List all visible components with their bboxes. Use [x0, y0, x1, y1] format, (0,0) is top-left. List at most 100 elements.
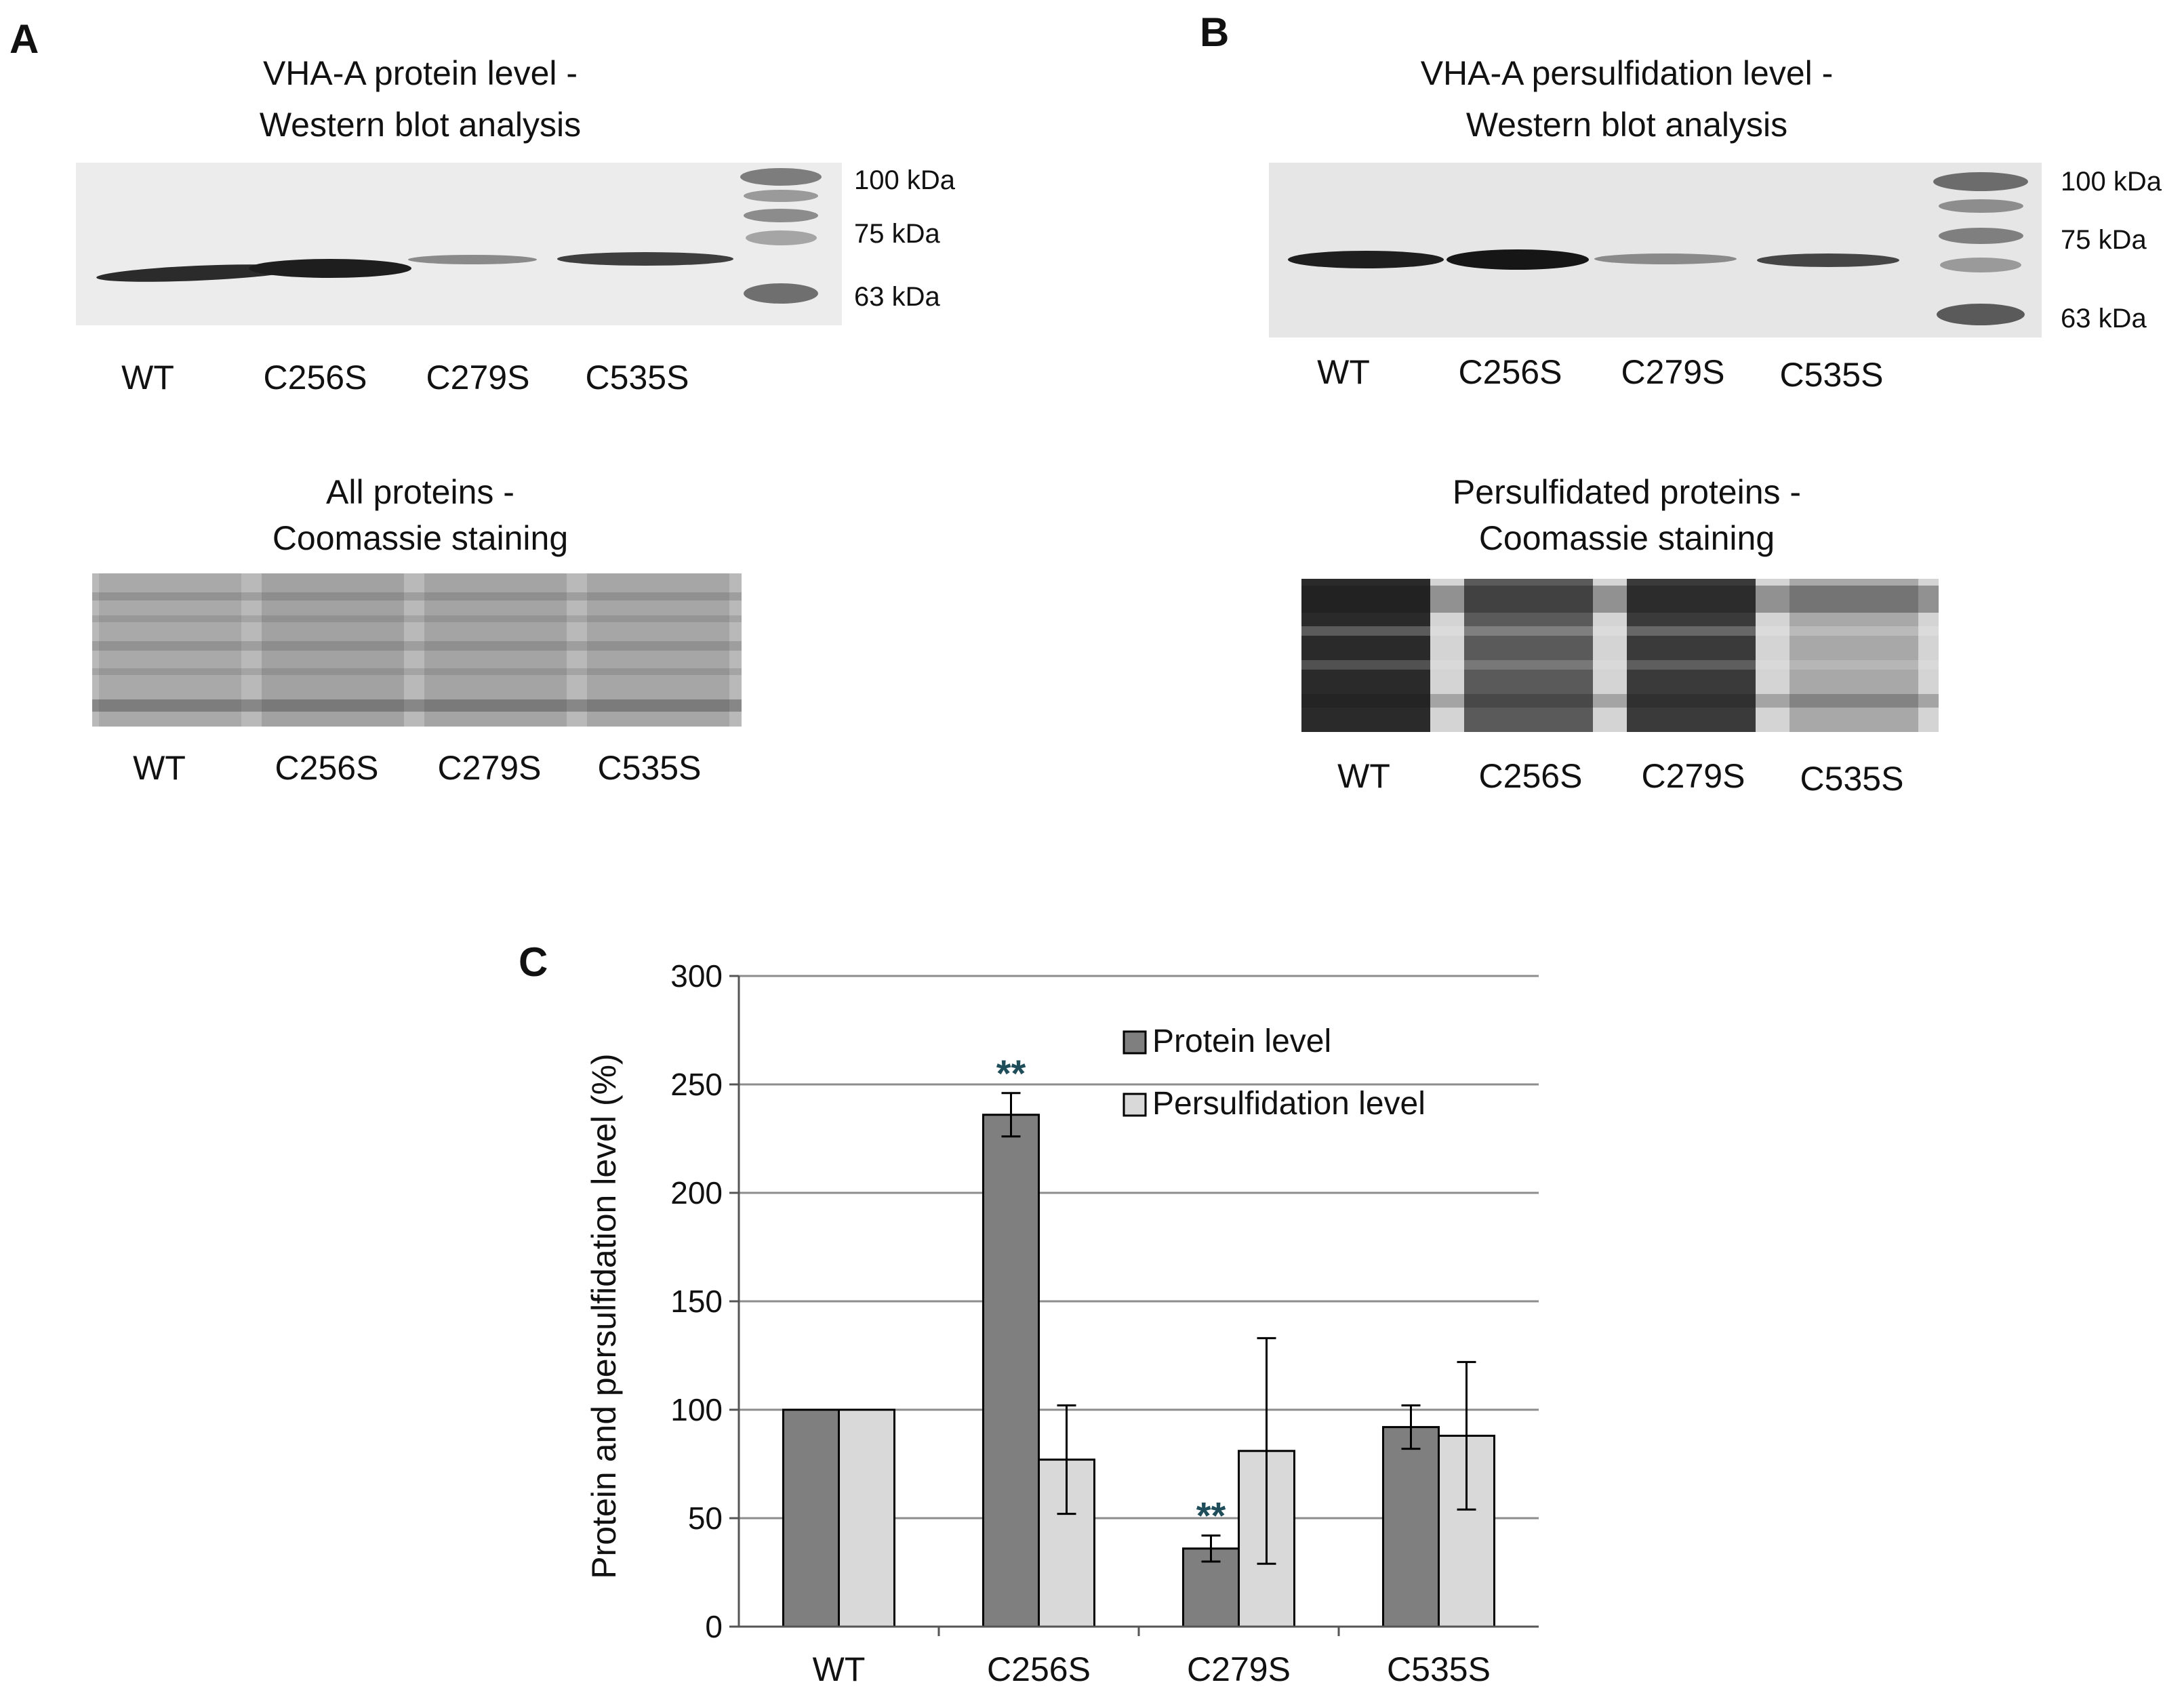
bar-persulfidation-level-wt: [838, 1408, 895, 1628]
legend-swatch: [1123, 1030, 1147, 1055]
panel-a-western-title: VHA-A protein level - Western blot analy…: [149, 47, 691, 150]
bar-protein-level-c256s: [982, 1114, 1040, 1628]
gel-b-band-4: [1301, 694, 1939, 708]
y-tick-label: 200: [670, 1175, 723, 1210]
gel-a-lane-1: [99, 573, 241, 727]
panel-b-western-lane-c256s: C256S: [1458, 353, 1562, 391]
panel-b-coomassie-title-line1: Persulfidated proteins -: [1452, 473, 1802, 511]
y-axis-label: Protein and persulfidation level (%): [585, 1053, 623, 1578]
bar-protein-level-wt: [782, 1408, 840, 1628]
y-tick-label: 50: [688, 1501, 723, 1536]
panel-b-letter: B: [1200, 9, 1230, 55]
panel-a-coomassie-title: All proteins - Coomassie staining: [149, 469, 691, 561]
y-tick-label: 300: [670, 958, 723, 994]
band-b-c256s: [1447, 249, 1589, 270]
ladder-band-90: [744, 190, 818, 202]
ladder-b-band-75: [1939, 228, 2023, 244]
panel-a-coomassie-lane-c256s: C256S: [275, 749, 379, 787]
panel-b-coomassie-gel: [1301, 579, 1939, 732]
panel-a-letter: A: [9, 16, 39, 62]
gel-b-lane-c279s: [1627, 579, 1756, 732]
panel-a-western-blot: [76, 163, 842, 325]
y-tick-label: 250: [670, 1067, 723, 1102]
band-b-c279s: [1594, 253, 1737, 264]
chart-bars: ** **: [782, 1052, 1495, 1628]
panel-b-coomassie-lane-c256s: C256S: [1478, 757, 1583, 795]
gel-a-band-3: [92, 641, 742, 651]
gel-a-band-2: [92, 615, 742, 622]
panel-b-western-title-line1: VHA-A persulfidation level -: [1420, 54, 1834, 92]
y-tick-label: 150: [670, 1284, 723, 1319]
panel-a-western-lane-c535s: C535S: [585, 359, 689, 396]
panel-a-marker-75: 75 kDa: [854, 219, 940, 249]
ladder-b-band-63: [1937, 304, 2025, 325]
x-tick-label: C535S: [1387, 1650, 1491, 1688]
panel-a-coomassie-lane-wt: WT: [133, 749, 186, 787]
band-b-c535s: [1757, 253, 1899, 267]
gel-a-band-5: [92, 699, 742, 712]
ladder-b-band-90: [1939, 199, 2023, 213]
gel-b-band-2: [1301, 626, 1939, 636]
gel-b-lane-wt: [1301, 579, 1430, 732]
panel-b-coomassie-lane-wt: WT: [1337, 757, 1390, 795]
legend-swatch: [1123, 1093, 1147, 1117]
panel-a-western-title-line1: VHA-A protein level -: [262, 54, 578, 92]
x-tick-label: C256S: [987, 1650, 1091, 1688]
panel-b-marker-75: 75 kDa: [2061, 225, 2147, 255]
chart-axes: 0 50 100 150 200 250 300 WT C256S C279S C535S: [670, 958, 1539, 1688]
chart-legend: Protein level Persulfidation level: [1123, 1023, 1425, 1122]
panel-b-western-title: VHA-A persulfidation level - Western blo…: [1342, 47, 1912, 150]
gel-b-band-1: [1301, 586, 1939, 613]
band-b-wt: [1288, 251, 1444, 268]
band-c535s: [557, 252, 733, 266]
panel-b-western-title-line2: Western blot analysis: [1465, 106, 1788, 144]
gel-a-band-1: [92, 592, 742, 600]
panel-a-coomassie-title-line1: All proteins -: [326, 473, 514, 511]
panel-b-marker-63: 63 kDa: [2061, 304, 2147, 333]
panel-a-western-lane-c279s: C279S: [426, 359, 530, 396]
gel-a-lane-4: [587, 573, 729, 727]
panel-a-western-lane-wt: WT: [121, 359, 174, 396]
panel-a-marker-63: 63 kDa: [854, 282, 940, 312]
gel-b-band-3: [1301, 660, 1939, 670]
legend-label: Persulfidation level: [1152, 1086, 1425, 1122]
gel-a-band-4: [92, 668, 742, 675]
panel-b-coomassie-title-line2: Coomassie staining: [1478, 519, 1775, 557]
band-c256s: [249, 259, 411, 278]
significance-marker: **: [1196, 1494, 1226, 1537]
panel-a-western-lane-c256s: C256S: [263, 359, 367, 396]
y-tick-label: 0: [705, 1609, 723, 1644]
gel-a-lane-2: [262, 573, 404, 727]
chart-gridlines: [739, 975, 1539, 1520]
panel-a-western-title-line2: Western blot analysis: [259, 106, 582, 144]
panel-a-marker-100: 100 kDa: [854, 165, 955, 195]
ladder-band-75: [744, 209, 818, 222]
panel-b-coomassie-lane-c535s: C535S: [1800, 760, 1904, 798]
panel-b-western-lane-c279s: C279S: [1621, 353, 1725, 391]
ladder-band-100: [740, 168, 822, 186]
panel-b-western-lane-c535s: C535S: [1779, 356, 1884, 394]
panel-b-western-lane-wt: WT: [1317, 353, 1370, 391]
panel-b-marker-100: 100 kDa: [2061, 167, 2162, 197]
significance-marker: **: [996, 1052, 1026, 1095]
ladder-band-70: [746, 230, 817, 245]
gel-b-lane-c535s: [1789, 579, 1918, 732]
x-tick-label: WT: [813, 1650, 866, 1688]
panel-a-coomassie-gel: [92, 573, 742, 727]
panel-b-western-blot: [1269, 163, 2042, 338]
ladder-b-band-100: [1933, 172, 2028, 191]
panel-a-coomassie-title-line2: Coomassie staining: [272, 519, 569, 557]
panel-a-coomassie-lane-c535s: C535S: [597, 749, 702, 787]
panel-b-coomassie-title: Persulfidated proteins - Coomassie stain…: [1349, 469, 1905, 561]
panel-a-coomassie-lane-c279s: C279S: [437, 749, 542, 787]
panel-b-coomassie-lane-c279s: C279S: [1641, 757, 1745, 795]
legend-label: Protein level: [1152, 1023, 1331, 1059]
ladder-band-63: [744, 283, 818, 304]
band-c279s: [408, 255, 537, 264]
gel-a-lane-3: [424, 573, 567, 727]
x-tick-label: C279S: [1187, 1650, 1291, 1688]
gel-b-lane-c256s: [1464, 579, 1593, 732]
bar-protein-level-c535s: [1382, 1426, 1440, 1628]
ladder-b-band-70: [1940, 258, 2021, 272]
